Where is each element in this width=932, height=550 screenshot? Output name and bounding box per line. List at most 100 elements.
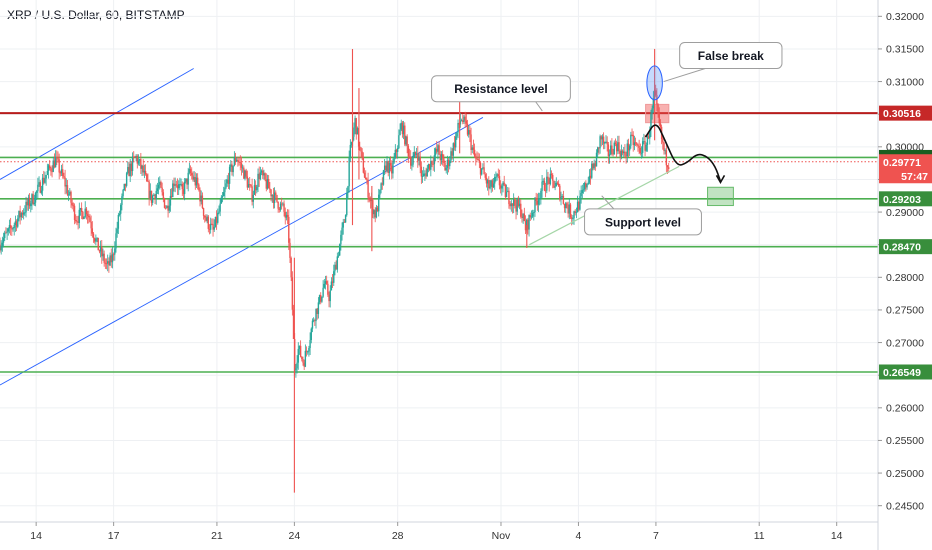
level-tag[interactable] (879, 105, 932, 121)
candle-body (534, 197, 536, 213)
channel-lines[interactable] (0, 68, 484, 386)
candle-body (168, 205, 170, 211)
candle-body (112, 254, 115, 256)
false-break-oval[interactable] (646, 65, 663, 101)
time-tick-label: 14 (30, 530, 42, 542)
candle-body (496, 174, 498, 177)
candle-body (63, 176, 65, 178)
candle-body (344, 215, 347, 223)
level-tag[interactable] (879, 239, 932, 255)
candle-body (330, 281, 333, 291)
time-tick-label: Nov (492, 530, 511, 542)
candle-body (123, 183, 125, 190)
candle-body (13, 224, 15, 229)
candle-body (204, 215, 206, 218)
candle-body (227, 179, 230, 184)
candle-body (217, 212, 219, 223)
time-tick-label: 24 (289, 530, 301, 542)
candle-body (632, 134, 634, 146)
callout-box (679, 41, 783, 69)
candle-body (337, 255, 340, 257)
time-axis[interactable]: 14 17 21 24 28 Nov 4 7 11 14 (0, 521, 878, 542)
projection-path[interactable] (644, 124, 726, 185)
horizontal-levels[interactable] (0, 112, 878, 373)
candle-body (620, 150, 623, 157)
candle-body (472, 147, 475, 150)
candle-body (553, 180, 555, 188)
candle-body (544, 190, 547, 192)
callout[interactable]: Resistance level (431, 75, 571, 112)
current-price-tag[interactable] (879, 154, 932, 184)
price-axis[interactable]: 0.320000.315000.310000.305000.300000.295… (877, 0, 932, 550)
candle-body (127, 166, 129, 174)
candle-body (531, 212, 534, 217)
candle-body (79, 208, 82, 210)
candle-body (402, 125, 405, 135)
candle-body (380, 183, 382, 190)
candle-body (18, 210, 20, 219)
candle-body (24, 212, 26, 214)
candle-body (73, 205, 76, 220)
candle-body (572, 218, 574, 220)
candle-body (78, 209, 80, 223)
trend-lines[interactable] (529, 65, 680, 246)
candle-body (566, 203, 568, 208)
candle-body (64, 177, 66, 187)
candle-body (280, 203, 283, 205)
candle-body (580, 193, 582, 197)
candle-body (76, 221, 78, 222)
candle-body (499, 185, 502, 189)
candle-body (331, 281, 334, 283)
candle-body (483, 167, 485, 175)
level-tag-label: 0.28470 (883, 242, 921, 254)
candle-body (284, 211, 286, 218)
candle-body (47, 165, 50, 171)
callout[interactable]: Support level (584, 195, 702, 236)
candle-body (246, 176, 249, 188)
candle-body (172, 183, 174, 198)
channel-line[interactable] (0, 117, 484, 386)
candle-body (109, 255, 111, 266)
support-trend-line[interactable] (529, 165, 680, 246)
candle-body (153, 194, 155, 196)
support-zone[interactable] (707, 186, 734, 207)
candle-body (475, 156, 477, 159)
level-tag[interactable] (879, 364, 932, 380)
candle-body (266, 179, 269, 189)
candle-body (265, 179, 268, 189)
callout[interactable]: False break (663, 41, 783, 83)
candle-body (253, 185, 256, 195)
candle-body (174, 184, 176, 186)
candle-body (206, 216, 208, 221)
candle-body (252, 194, 254, 202)
candle-body (563, 203, 566, 209)
candle-body (104, 262, 107, 264)
candle-body (462, 120, 464, 123)
candle-body (607, 144, 610, 157)
candle-body (312, 320, 315, 322)
candle-body (473, 149, 476, 157)
candle-body (329, 290, 331, 302)
callouts[interactable]: Resistance level False break Support level (431, 41, 783, 236)
candle-body (15, 221, 18, 227)
level-tag-label: 0.29203 (883, 194, 921, 206)
candle-body (555, 182, 557, 187)
candle-body (501, 185, 503, 189)
candle-body (333, 271, 335, 283)
candle-body (383, 165, 386, 171)
projection-curve[interactable] (644, 124, 722, 182)
candle-body (665, 150, 668, 166)
candle-body (77, 221, 79, 223)
level-tag[interactable] (879, 191, 932, 207)
candle-body (454, 136, 457, 148)
candle-body (557, 183, 560, 186)
candle-body (208, 228, 211, 230)
channel-line[interactable] (0, 68, 194, 180)
candle-body (579, 196, 581, 210)
candle-body (118, 213, 121, 215)
candle-body (658, 114, 660, 124)
candle-body (70, 191, 72, 203)
candle-body (271, 195, 273, 197)
candle-body (598, 147, 600, 149)
